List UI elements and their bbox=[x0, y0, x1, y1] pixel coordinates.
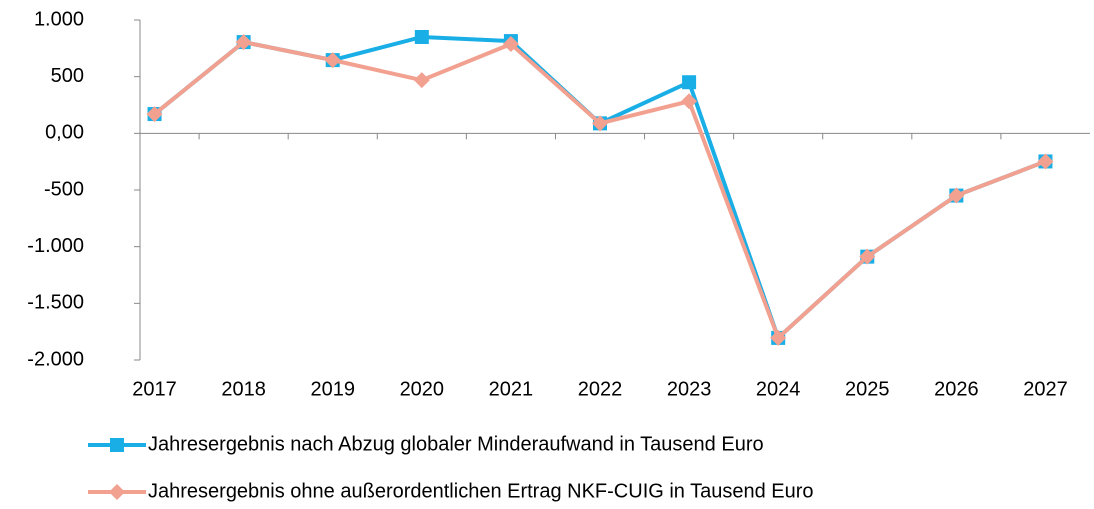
y-tick-label: -1.500 bbox=[27, 292, 84, 314]
y-tick-label: -1.000 bbox=[27, 235, 84, 257]
x-tick-label: 2023 bbox=[667, 378, 712, 400]
data-point bbox=[592, 115, 608, 132]
x-tick-label: 2017 bbox=[132, 378, 177, 400]
data-point bbox=[770, 329, 787, 346]
data-point bbox=[682, 75, 697, 90]
data-point bbox=[502, 36, 519, 53]
y-tick-label: -500 bbox=[44, 178, 84, 200]
x-tick-label: 2022 bbox=[578, 378, 623, 400]
y-tick-label: 500 bbox=[51, 65, 84, 87]
series-line bbox=[153, 34, 1047, 342]
data-point bbox=[413, 72, 430, 89]
y-tick-label: -2.000 bbox=[27, 348, 84, 370]
x-tick-label: 2027 bbox=[1023, 378, 1068, 400]
x-tick-label: 2024 bbox=[756, 378, 801, 400]
legend-marker bbox=[110, 438, 124, 452]
data-point bbox=[948, 187, 965, 204]
data-point bbox=[324, 52, 341, 69]
legend-marker bbox=[109, 484, 125, 500]
data-point bbox=[146, 106, 163, 123]
data-point bbox=[681, 93, 698, 110]
data-point bbox=[235, 34, 252, 51]
x-tick-label: 2021 bbox=[489, 378, 534, 400]
data-point bbox=[1037, 153, 1054, 170]
x-tick-label: 2018 bbox=[221, 378, 266, 400]
series-line bbox=[153, 39, 1047, 342]
x-tick-label: 2025 bbox=[845, 378, 890, 400]
legend-label: Jahresergebnis nach Abzug globaler Minde… bbox=[148, 433, 764, 455]
data-point bbox=[859, 248, 876, 265]
x-tick-label: 2026 bbox=[934, 378, 979, 400]
x-tick-label: 2019 bbox=[310, 378, 355, 400]
legend-label: Jahresergebnis ohne außerordentlichen Er… bbox=[148, 480, 814, 502]
data-point bbox=[414, 30, 429, 44]
x-tick-label: 2020 bbox=[400, 378, 445, 400]
y-tick-label: 1.000 bbox=[34, 8, 84, 30]
y-tick-label: 0,00 bbox=[45, 122, 84, 144]
